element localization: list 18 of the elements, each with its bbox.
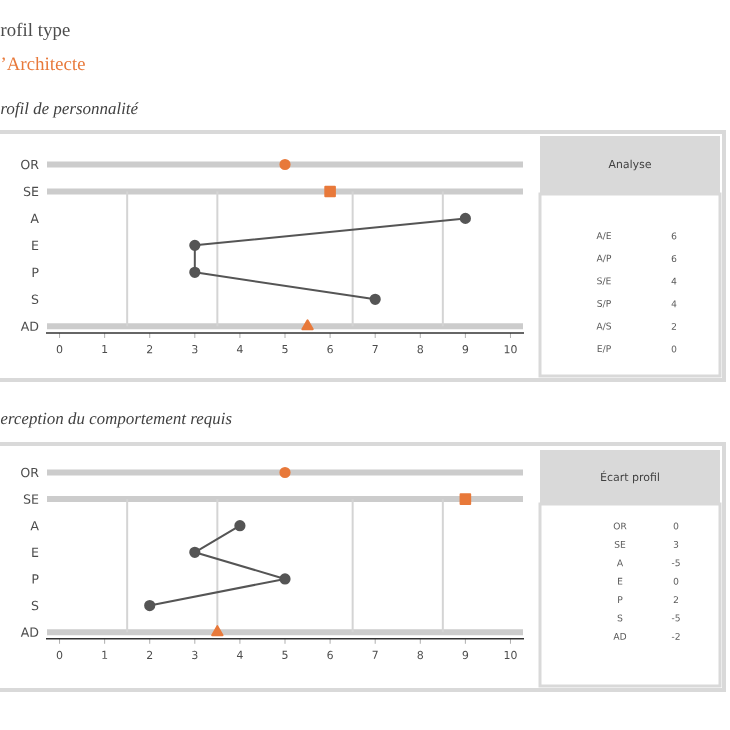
point (324, 185, 336, 198)
point (279, 466, 291, 479)
point (211, 625, 224, 637)
chart-title: rofil de personnalité (1, 102, 139, 118)
chart-title: erception du comportement requis (0, 412, 232, 428)
point (189, 239, 201, 251)
point (279, 573, 291, 585)
text: ’Architecte (2, 56, 85, 71)
point (301, 319, 314, 331)
point (189, 266, 201, 278)
point (459, 212, 471, 225)
point (234, 520, 246, 532)
point (189, 546, 201, 558)
point (369, 293, 381, 305)
point (459, 493, 472, 505)
point (144, 599, 156, 612)
text: rofil type (0, 22, 70, 41)
point (279, 158, 291, 171)
